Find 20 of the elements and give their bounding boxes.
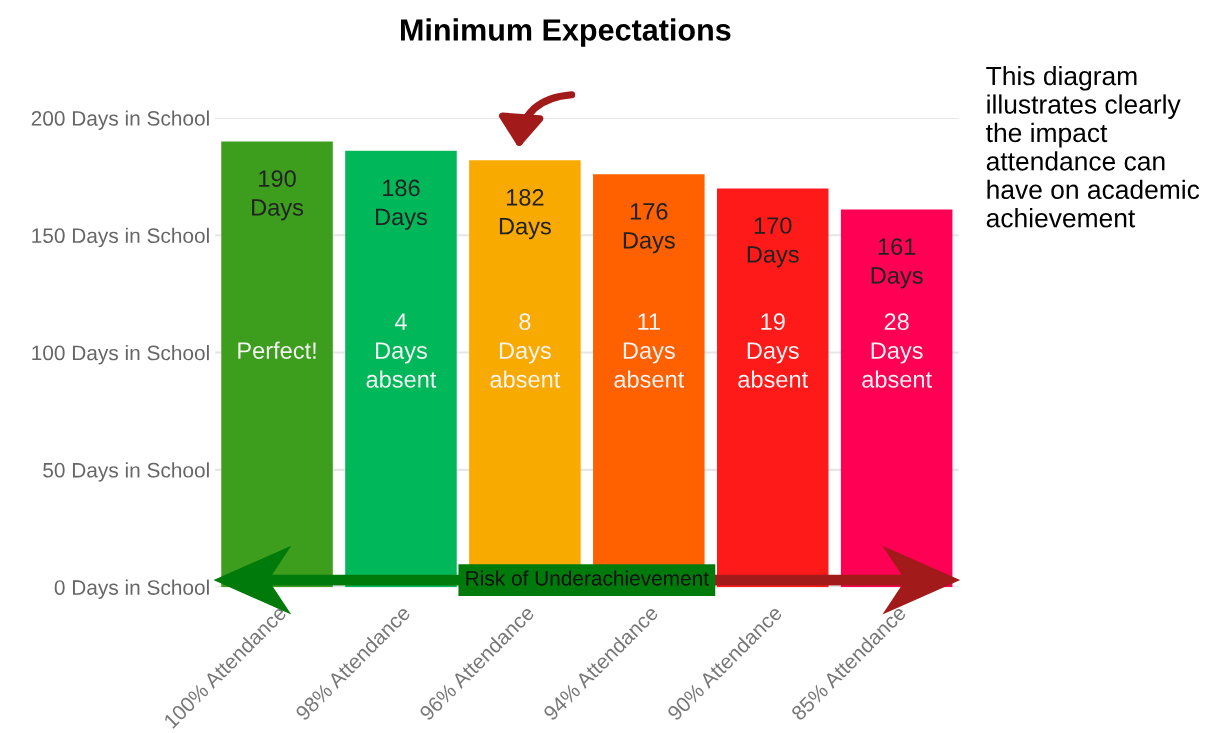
annotation: 19 Days absent [738,313,809,388]
data-label: 182 Days [499,189,551,240]
y-tick-label: 100 Days in School [32,345,209,365]
annotation: 11 Days absent [614,313,685,388]
data-label: 161 Days [871,238,923,289]
y-tick-label: 50 Days in School [43,462,209,482]
annotation: 4 Days absent [366,313,437,388]
chart-title: Minimum Expectations [401,18,731,47]
data-label: 190 Days [252,170,304,221]
data-label: 170 Days [747,217,799,268]
y-tick-label: 150 Days in School [32,227,209,248]
text: This diagram illustrates clearly the impact attendance can have on academic achievement [986,65,1200,228]
data-label: 176 Days [623,203,675,254]
annotation: 28 Days absent [862,313,932,388]
annotation: Perfect! [238,341,316,359]
data-label: 186 Days [376,179,428,230]
y-tick-label: 0 Days in School [54,579,209,599]
annotation: Risk of Underachievement [466,570,709,586]
annotation: 8 Days absent [490,313,561,388]
y-tick-label: 200 Days in School [31,110,209,130]
